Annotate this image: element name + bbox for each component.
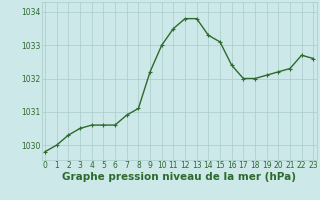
X-axis label: Graphe pression niveau de la mer (hPa): Graphe pression niveau de la mer (hPa) — [62, 172, 296, 182]
